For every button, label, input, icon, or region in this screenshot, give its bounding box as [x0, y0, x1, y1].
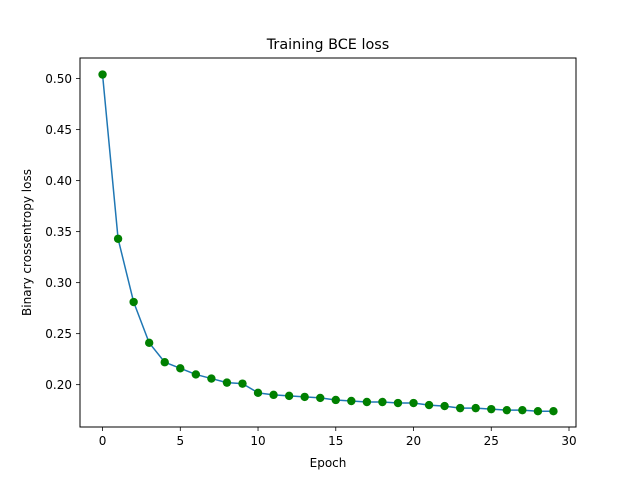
- plot-area: [80, 58, 576, 427]
- y-tick-label: 0.30: [45, 276, 72, 290]
- data-point: [269, 390, 278, 400]
- data-point: [378, 397, 387, 407]
- data-point: [455, 403, 465, 413]
- data-point: [487, 404, 496, 414]
- data-point: [393, 398, 403, 408]
- x-tick-label: 25: [484, 434, 499, 448]
- data-point: [222, 378, 232, 387]
- y-tick-label: 0.45: [45, 123, 72, 137]
- data-point: [471, 403, 480, 413]
- data-point: [160, 358, 169, 367]
- data-point: [409, 398, 418, 408]
- data-point: [300, 392, 309, 402]
- x-tick-label: 30: [561, 434, 576, 448]
- y-tick-label: 0.40: [45, 174, 72, 188]
- x-tick-label: 20: [406, 434, 421, 448]
- y-tick-label: 0.25: [45, 327, 72, 341]
- data-point: [98, 70, 107, 79]
- data-point: [207, 374, 216, 383]
- data-point: [331, 395, 340, 405]
- data-point: [284, 391, 294, 401]
- x-axis-label: Epoch: [310, 456, 347, 470]
- x-axis: 0 5 10 15 20 25 30: [99, 427, 577, 448]
- y-tick-label: 0.50: [45, 72, 72, 86]
- data-point: [129, 297, 138, 307]
- series-layer: [98, 70, 558, 416]
- data-point: [176, 364, 185, 373]
- data-point: [518, 405, 527, 415]
- y-tick-label: 0.35: [45, 225, 72, 239]
- chart-title: Training BCE loss: [266, 37, 390, 53]
- data-point: [144, 338, 154, 348]
- data-point: [549, 406, 558, 416]
- data-point: [191, 370, 201, 379]
- x-tick-label: 15: [328, 434, 343, 448]
- data-point: [502, 405, 512, 415]
- plot-frame: [79, 57, 577, 428]
- x-tick-label: 5: [176, 434, 184, 448]
- x-tick-label: 0: [99, 434, 107, 448]
- data-point: [347, 396, 356, 406]
- data-point: [113, 234, 123, 243]
- y-axis: 0.20 0.25 0.30 0.35 0.40 0.45 0.50: [45, 72, 80, 392]
- data-point: [424, 400, 434, 410]
- data-point: [253, 388, 263, 398]
- y-axis-label: Binary crossentropy loss: [20, 169, 34, 316]
- y-tick-label: 0.20: [45, 378, 72, 392]
- data-point: [533, 406, 543, 416]
- x-tick-label: 10: [250, 434, 265, 448]
- data-point: [362, 397, 372, 407]
- data-point: [238, 379, 247, 388]
- data-point: [316, 393, 325, 403]
- data-point: [440, 401, 449, 411]
